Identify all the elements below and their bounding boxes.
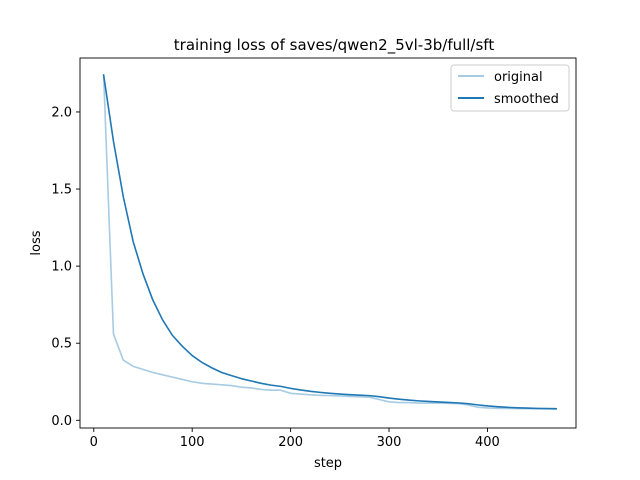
y-tick-label-1.0: 1.0	[51, 260, 72, 275]
x-tick-label-0: 0	[90, 435, 98, 450]
y-tick-label-0.0: 0.0	[51, 414, 72, 429]
plot-frame	[79, 57, 577, 429]
series-line-smoothed	[102, 74, 558, 410]
y-tick-label-2.0: 2.0	[51, 105, 72, 120]
x-tick-label-300: 300	[377, 435, 402, 450]
y-tick-label-0.5: 0.5	[51, 337, 72, 352]
chart-title: training loss of saves/qwen2_5vl-3b/full…	[174, 36, 495, 55]
legend-label-original: original	[494, 70, 543, 85]
legend: original smoothed	[450, 64, 570, 112]
series-layer	[102, 74, 558, 410]
legend-label-smoothed: smoothed	[494, 92, 559, 107]
x-tick-label-400: 400	[475, 435, 500, 450]
series-line-original	[102, 74, 558, 410]
x-tick-label-100: 100	[180, 435, 205, 450]
y-axis-label: loss	[29, 230, 44, 255]
x-tick-label-200: 200	[278, 435, 303, 450]
x-axis: 0 100 200 300 400	[90, 428, 500, 450]
x-axis-label: step	[314, 456, 342, 471]
y-tick-label-1.5: 1.5	[51, 183, 72, 198]
y-axis: 0.0 0.5 1.0 1.5 2.0	[51, 105, 80, 429]
